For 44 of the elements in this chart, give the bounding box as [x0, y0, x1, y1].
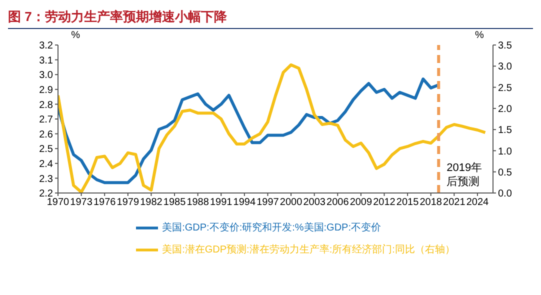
y2-tick-label: 3.5	[498, 40, 512, 52]
y-tick-label: 3.1	[39, 55, 54, 66]
x-tick-label: 2024	[466, 197, 490, 208]
y-tick-label: 2.4	[39, 158, 54, 170]
y-tick-label: 3.0	[39, 70, 54, 82]
x-tick-label: 2012	[373, 197, 396, 208]
y2-tick-label: 0.0	[498, 188, 512, 200]
y-tick-label: 2.8	[39, 100, 54, 111]
x-tick-label: 2018	[420, 197, 442, 208]
y2-tick-label: 2.0	[498, 104, 512, 115]
y2-axis-title: %	[475, 30, 484, 42]
x-tick-label: 1970	[46, 197, 70, 208]
y2-tick-label: 0.5	[498, 167, 512, 178]
y-tick-label: 3.2	[39, 40, 54, 52]
x-tick-label: 1985	[163, 197, 186, 208]
x-tick-label: 1991	[210, 197, 233, 208]
y2-tick-label: 2.5	[498, 82, 512, 94]
y-tick-label: 2.5	[39, 144, 54, 156]
legend-label: 美国:GDP:不变价:研究和开发:%美国:GDP:不变价	[162, 222, 381, 234]
x-tick-label: 1976	[93, 197, 116, 208]
x-tick-label: 2015	[396, 197, 420, 208]
x-tick-label: 2003	[303, 197, 326, 208]
ref-line-label: 2019年后预测	[446, 162, 482, 188]
x-tick-label: 2009	[350, 197, 373, 208]
legend-label: 美国:潜在GDP预测:潜在劳动力生产率:所有经济部门:同比（右轴）	[162, 244, 455, 256]
y-tick-label: 2.9	[39, 84, 54, 96]
chart-title: 图 7：劳动力生产率预期增速小幅下降	[8, 8, 533, 29]
y2-tick-label: 1.0	[498, 146, 512, 158]
x-tick-label: 1982	[140, 197, 163, 208]
x-tick-label: 1979	[116, 197, 140, 208]
x-tick-label: 1997	[256, 197, 280, 208]
y-axis-title: %	[71, 30, 80, 42]
x-tick-label: 2006	[326, 197, 350, 208]
y-tick-label: 2.7	[39, 114, 54, 126]
x-tick-label: 1994	[233, 197, 256, 208]
line-series	[58, 63, 487, 193]
x-tick-label: 1973	[70, 197, 93, 208]
x-tick-label: 1988	[186, 197, 210, 208]
y2-tick-label: 1.5	[498, 125, 512, 136]
y2-tick-label: 3.0	[498, 62, 512, 73]
y-tick-label: 2.3	[39, 174, 54, 185]
x-tick-label: 2021	[443, 197, 466, 208]
x-tick-label: 2000	[280, 197, 303, 208]
y-tick-label: 2.6	[39, 129, 54, 140]
